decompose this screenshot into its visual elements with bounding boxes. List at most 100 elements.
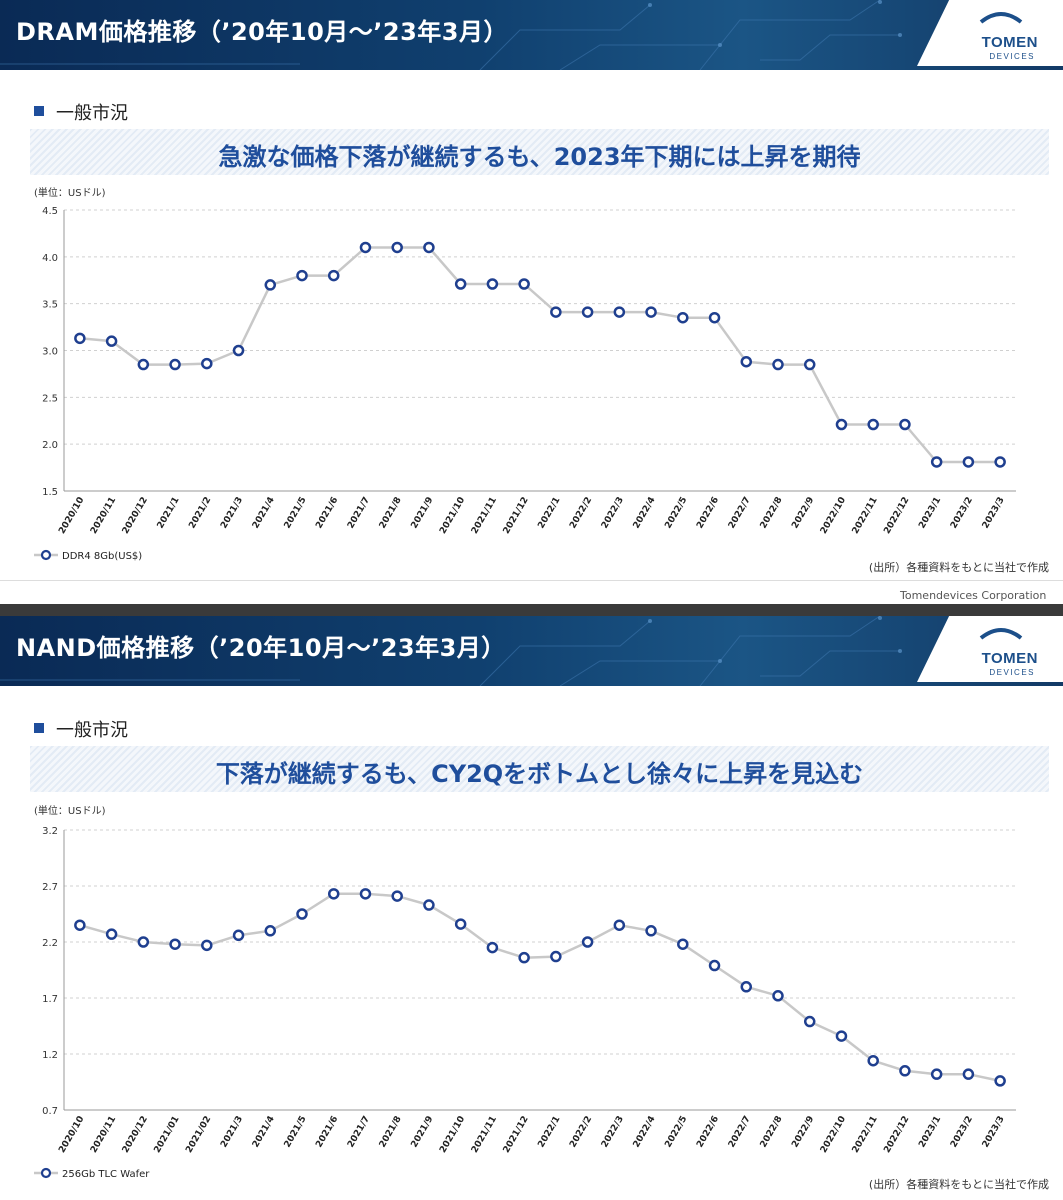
- legend-label: DDR4 8Gb(US$): [62, 551, 142, 562]
- x-tick-label: 2021/3: [219, 496, 245, 531]
- data-point: [867, 1054, 879, 1067]
- data-point: [772, 358, 784, 371]
- data-point: [327, 888, 340, 900]
- data-point: [296, 269, 308, 282]
- x-tick-label: 2022/1: [536, 1115, 562, 1150]
- x-tick-label: 2022/10: [819, 1115, 848, 1155]
- x-tick-label: 2022/8: [759, 1115, 785, 1150]
- x-tick-label: 2021/8: [378, 496, 404, 531]
- data-point: [486, 941, 499, 954]
- section-label: 一般市況: [56, 720, 128, 741]
- data-point: [391, 241, 403, 254]
- headline: 下落が継続するも、CY2Qをボトムとし徐々に上昇を見込む: [215, 760, 864, 788]
- x-tick-label: 2021/2: [187, 496, 213, 531]
- data-point: [930, 456, 943, 468]
- source-note: (出所）各種資料をもとに当社で作成: [868, 1178, 1049, 1191]
- logo-mark-icon: [979, 12, 1023, 24]
- data-point: [645, 925, 657, 937]
- y-tick-label: 2.5: [42, 393, 58, 404]
- x-tick-label: 2020/11: [89, 496, 118, 536]
- x-tick-label: 2022/7: [727, 496, 753, 531]
- data-point: [264, 279, 277, 291]
- y-tick-label: 1.5: [42, 487, 58, 498]
- x-tick-label: 2022/6: [695, 1115, 721, 1150]
- x-tick-label: 2021/9: [410, 496, 436, 531]
- source-note: (出所）各種資料をもとに当社で作成: [868, 561, 1049, 574]
- data-point: [772, 990, 784, 1002]
- data-point: [740, 981, 753, 993]
- data-point: [740, 355, 753, 368]
- data-point: [486, 278, 499, 290]
- data-point: [454, 918, 467, 930]
- x-tick-label: 2021/5: [283, 1115, 309, 1150]
- x-tick-label: 2021/5: [283, 496, 309, 531]
- data-point: [232, 344, 245, 357]
- y-tick-label: 1.7: [42, 994, 58, 1005]
- x-tick-label: 2022/5: [663, 496, 689, 531]
- data-point: [327, 269, 340, 282]
- x-tick-label: 2021/11: [470, 496, 499, 536]
- data-point: [994, 456, 1006, 468]
- x-tick-label: 2022/8: [759, 496, 785, 531]
- headline: 急激な価格下落が継続するも、2023年下期には上昇を期待: [218, 143, 861, 171]
- data-point: [74, 919, 86, 931]
- x-tick-label: 2021/8: [378, 1115, 404, 1150]
- x-tick-label: 2022/11: [851, 1115, 880, 1155]
- data-point: [550, 950, 562, 963]
- x-tick-label: 2022/9: [790, 496, 816, 531]
- x-tick-label: 2020/10: [57, 1115, 86, 1155]
- x-tick-label: 2021/3: [219, 1115, 245, 1150]
- x-tick-label: 2022/5: [663, 1115, 689, 1150]
- data-point: [677, 311, 689, 324]
- y-tick-label: 3.2: [42, 826, 58, 837]
- page-title: NAND価格推移（’20年10月～’23年3月）: [16, 634, 506, 662]
- footer-divider: [0, 580, 1063, 581]
- data-point: [835, 418, 848, 431]
- unit-label: (単位：USドル): [34, 806, 106, 817]
- bullet-square-icon: [34, 723, 44, 733]
- data-point: [423, 241, 435, 254]
- data-point: [708, 959, 721, 972]
- data-point: [105, 928, 118, 940]
- x-tick-label: 2021/6: [314, 1115, 340, 1150]
- data-point: [962, 1068, 975, 1080]
- data-point: [264, 925, 277, 937]
- data-point: [581, 936, 594, 948]
- x-tick-label: 2021/12: [502, 1115, 531, 1155]
- x-tick-label: 2021/9: [410, 1115, 436, 1150]
- data-point: [581, 306, 594, 318]
- x-tick-label: 2023/1: [917, 496, 943, 531]
- x-tick-label: 2022/4: [632, 1115, 658, 1150]
- data-point: [613, 919, 626, 931]
- x-tick-label: 2022/1: [536, 496, 562, 531]
- x-tick-label: 2023/3: [981, 1115, 1007, 1150]
- x-tick-label: 2022/2: [568, 496, 594, 531]
- x-tick-label: 2023/3: [981, 495, 1007, 530]
- y-tick-label: 0.7: [42, 1106, 58, 1117]
- y-tick-label: 2.0: [42, 440, 58, 451]
- data-point: [137, 936, 150, 948]
- x-tick-label: 2023/2: [949, 496, 975, 531]
- data-point: [899, 418, 911, 431]
- data-point: [677, 938, 689, 950]
- headline-banner: 下落が継続するも、CY2Qをボトムとし徐々に上昇を見込む: [30, 746, 1049, 792]
- x-tick-label: 2022/3: [600, 496, 626, 531]
- x-tick-label: 2021/7: [346, 1115, 372, 1150]
- x-tick-label: 2020/11: [89, 1115, 118, 1155]
- x-tick-label: 2021/10: [438, 496, 467, 536]
- data-point: [899, 1065, 911, 1077]
- x-tick-label: 2021/12: [502, 496, 531, 536]
- x-tick-label: 2020/12: [121, 1115, 150, 1155]
- data-point: [803, 1015, 816, 1028]
- x-tick-label: 2021/4: [251, 1115, 277, 1150]
- section-label: 一般市況: [56, 103, 128, 124]
- headline-banner: 急激な価格下落が継続するも、2023年下期には上昇を期待: [30, 129, 1049, 175]
- data-point: [74, 332, 86, 345]
- y-tick-label: 2.7: [42, 882, 58, 893]
- x-tick-label: 2023/1: [917, 1115, 943, 1150]
- data-point: [137, 358, 150, 371]
- data-point: [708, 311, 721, 324]
- x-tick-label: 2022/11: [851, 496, 880, 536]
